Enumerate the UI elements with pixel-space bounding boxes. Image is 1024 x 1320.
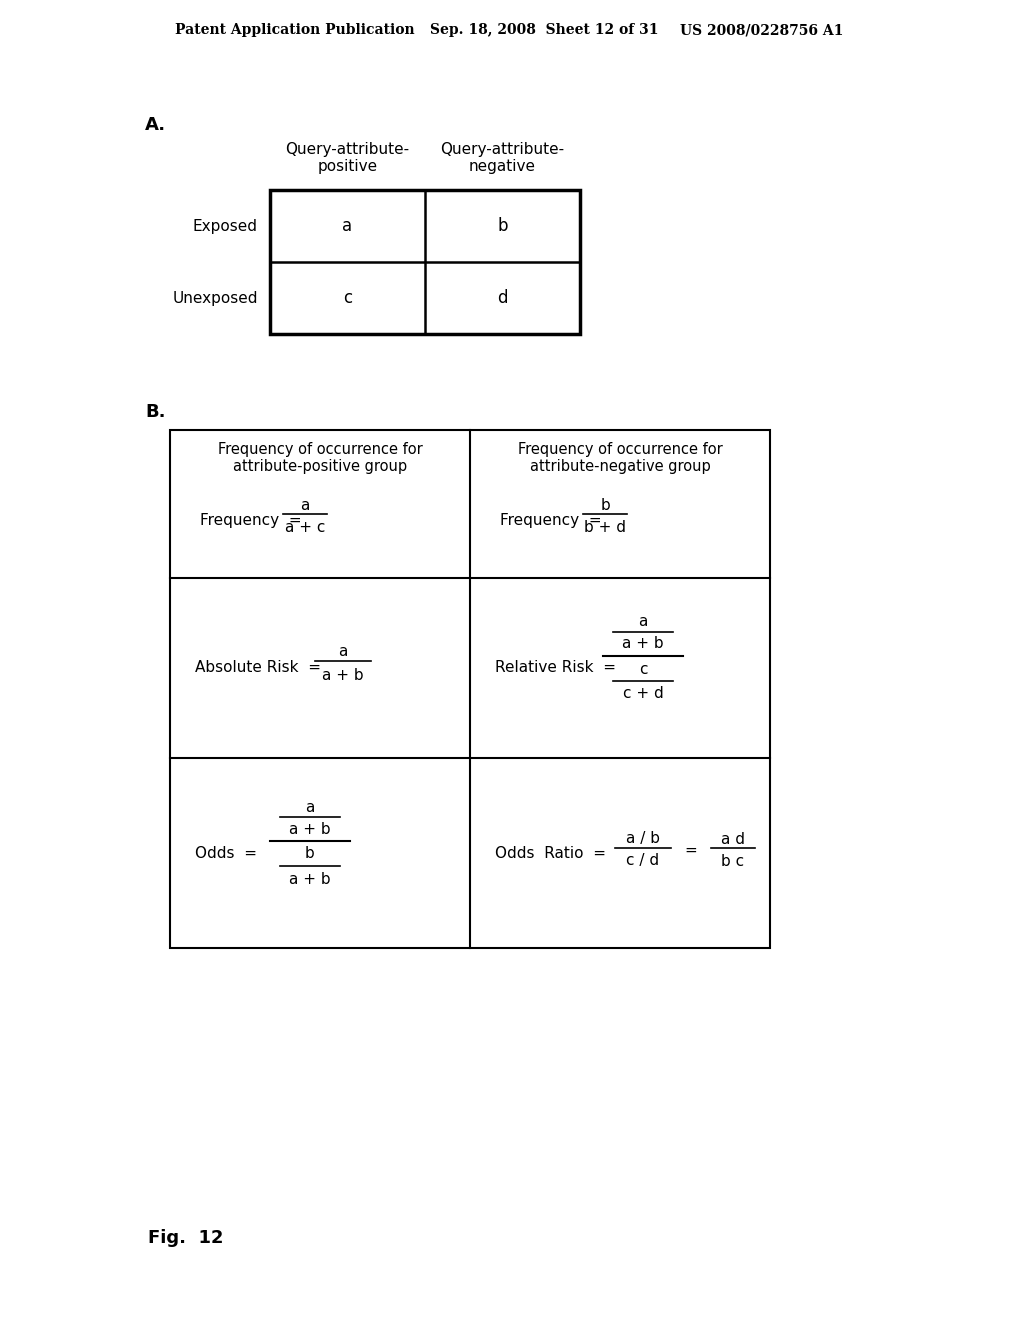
Text: Query-attribute-
positive: Query-attribute- positive: [286, 141, 410, 174]
Bar: [170, 430, 770, 948]
Text: Frequency  =: Frequency =: [500, 512, 602, 528]
Text: Absolute Risk  =: Absolute Risk =: [195, 660, 321, 676]
Text: Patent Application Publication: Patent Application Publication: [175, 22, 415, 37]
Text: c: c: [639, 661, 647, 676]
Text: a d: a d: [721, 832, 745, 846]
Text: a: a: [300, 498, 309, 512]
Text: a + b: a + b: [323, 668, 364, 682]
Text: a / b: a / b: [626, 832, 660, 846]
Text: Unexposed: Unexposed: [172, 290, 258, 305]
Text: a + b: a + b: [623, 636, 664, 652]
Bar: [270, 190, 580, 334]
Text: a + c: a + c: [285, 520, 326, 535]
Text: b c: b c: [722, 854, 744, 869]
Text: Frequency of occurrence for
attribute-negative group: Frequency of occurrence for attribute-ne…: [517, 442, 722, 474]
Text: c: c: [343, 289, 352, 308]
Text: Frequency  =: Frequency =: [200, 512, 302, 528]
Text: b + d: b + d: [584, 520, 626, 535]
Text: a + b: a + b: [289, 821, 331, 837]
Text: =: =: [685, 842, 697, 858]
Text: c + d: c + d: [623, 686, 664, 701]
Text: Frequency of occurrence for
attribute-positive group: Frequency of occurrence for attribute-po…: [218, 442, 422, 474]
Text: Fig.  12: Fig. 12: [148, 1229, 223, 1247]
Text: A.: A.: [145, 116, 166, 135]
Text: Sep. 18, 2008  Sheet 12 of 31: Sep. 18, 2008 Sheet 12 of 31: [430, 22, 658, 37]
Text: b: b: [498, 216, 508, 235]
Text: a: a: [638, 615, 648, 630]
Text: Exposed: Exposed: [193, 219, 258, 234]
Text: B.: B.: [145, 403, 166, 421]
Text: d: d: [498, 289, 508, 308]
Text: Query-attribute-
negative: Query-attribute- negative: [440, 141, 564, 174]
Text: a: a: [305, 800, 314, 814]
Text: a: a: [338, 644, 348, 660]
Text: a + b: a + b: [289, 871, 331, 887]
Text: b: b: [305, 846, 314, 862]
Text: b: b: [600, 498, 610, 512]
Text: Odds  =: Odds =: [195, 846, 257, 861]
Text: c / d: c / d: [627, 854, 659, 869]
Text: Odds  Ratio  =: Odds Ratio =: [495, 846, 606, 861]
Text: US 2008/0228756 A1: US 2008/0228756 A1: [680, 22, 844, 37]
Text: a: a: [342, 216, 352, 235]
Text: Relative Risk  =: Relative Risk =: [495, 660, 616, 676]
